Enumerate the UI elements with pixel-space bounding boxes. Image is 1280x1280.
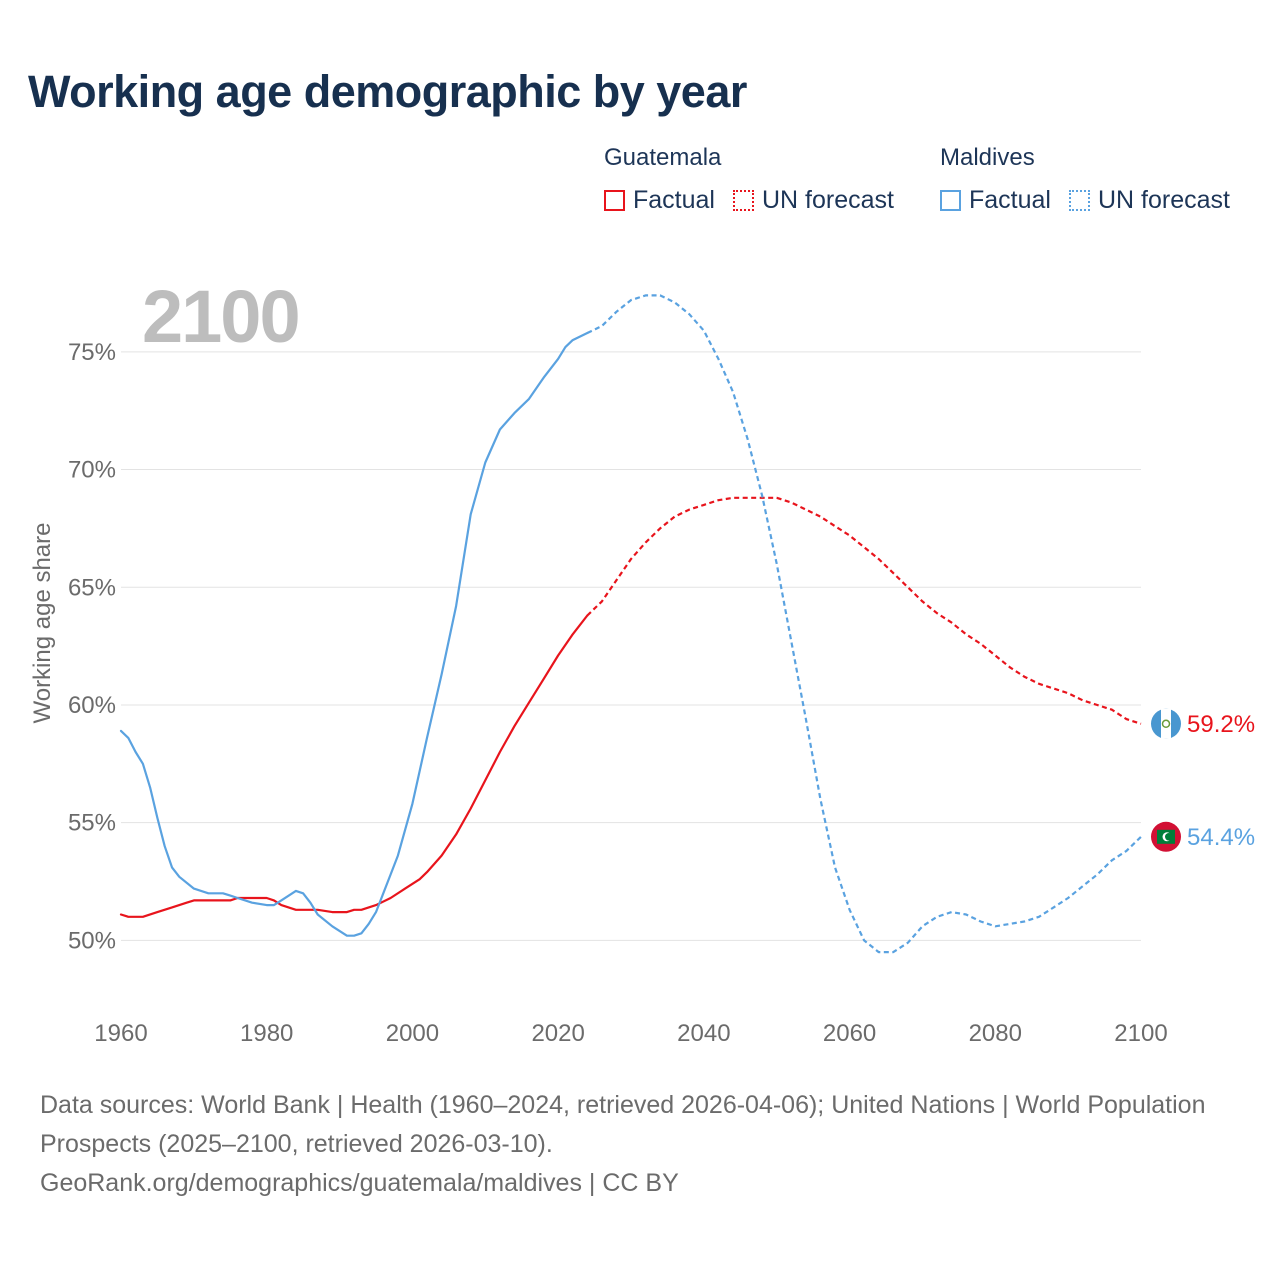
- legend-swatch-factual-icon: [604, 190, 625, 211]
- legend-swatch-factual-icon: [940, 190, 961, 211]
- maldives-flag-icon: [1151, 821, 1181, 852]
- endpoint-layer: 59.2% 54.4%: [1151, 708, 1255, 852]
- x-tick-label: 2100: [1114, 1020, 1167, 1047]
- chart-title: Working age demographic by year: [28, 66, 747, 117]
- x-axis-ticks: 1960 1980 2000 2020 2040 2060 2080 2100: [94, 1020, 1167, 1047]
- x-tick-label: 1960: [94, 1020, 147, 1047]
- x-tick-label: 2000: [386, 1020, 439, 1047]
- guatemala-factual-line[interactable]: [119, 614, 589, 918]
- legend-label: UN forecast: [1097, 186, 1230, 214]
- y-tick-label: 65%: [68, 574, 116, 601]
- grid-layer: [121, 351, 1141, 941]
- maldives-end-value-label: 54.4%: [1187, 824, 1255, 851]
- legend-swatch-forecast-icon: [732, 190, 754, 211]
- line-chart: 2100 Working age share 50% 55% 60% 65% 70% 75…: [29, 275, 1255, 1047]
- legend-item-guatemala-forecast[interactable]: UN forecast: [732, 186, 894, 215]
- legend-group-guatemala: Guatemala Factual UN forecast: [604, 144, 912, 215]
- legend-label: UN forecast: [761, 186, 894, 214]
- footer: Data sources: World Bank | Health (1960–…: [40, 1086, 1220, 1203]
- x-tick-label: 2080: [969, 1020, 1022, 1047]
- y-axis-label: Working age share: [29, 523, 56, 724]
- legend-item-maldives-forecast[interactable]: UN forecast: [1068, 186, 1230, 215]
- legend-item-maldives-factual[interactable]: Factual: [940, 186, 1051, 215]
- source-link[interactable]: GeoRank.org/demographics/guatemala/maldi…: [40, 1169, 679, 1197]
- data-sources-text: Data sources: World Bank | Health (1960–…: [40, 1091, 1206, 1158]
- legend-group-name: Guatemala: [604, 144, 722, 171]
- y-tick-label: 50%: [68, 927, 116, 954]
- maldives-factual-line[interactable]: [119, 331, 589, 937]
- x-tick-label: 1980: [240, 1020, 293, 1047]
- y-tick-label: 55%: [68, 810, 116, 837]
- maldives-forecast-line[interactable]: [586, 294, 1142, 954]
- y-tick-label: 60%: [68, 692, 116, 719]
- x-tick-label: 2040: [677, 1020, 730, 1047]
- x-tick-label: 2020: [531, 1020, 584, 1047]
- legend-group-name: Maldives: [940, 144, 1035, 171]
- x-tick-label: 2060: [823, 1020, 876, 1047]
- legend-item-guatemala-factual[interactable]: Factual: [604, 186, 715, 215]
- legend-swatch-forecast-icon: [1068, 190, 1090, 211]
- guatemala-flag-icon: [1151, 708, 1181, 739]
- guatemala-end-value-label: 59.2%: [1187, 711, 1255, 738]
- y-tick-label: 70%: [68, 457, 116, 484]
- series-layer: [119, 294, 1142, 954]
- y-tick-label: 75%: [68, 339, 116, 366]
- y-axis-ticks: 50% 55% 60% 65% 70% 75%: [68, 339, 116, 955]
- legend-label: Factual: [633, 186, 715, 214]
- legend-group-maldives: Maldives Factual UN forecast: [940, 144, 1248, 215]
- year-watermark: 2100: [142, 275, 299, 358]
- legend-label: Factual: [969, 186, 1051, 214]
- guatemala-forecast-line[interactable]: [586, 496, 1142, 725]
